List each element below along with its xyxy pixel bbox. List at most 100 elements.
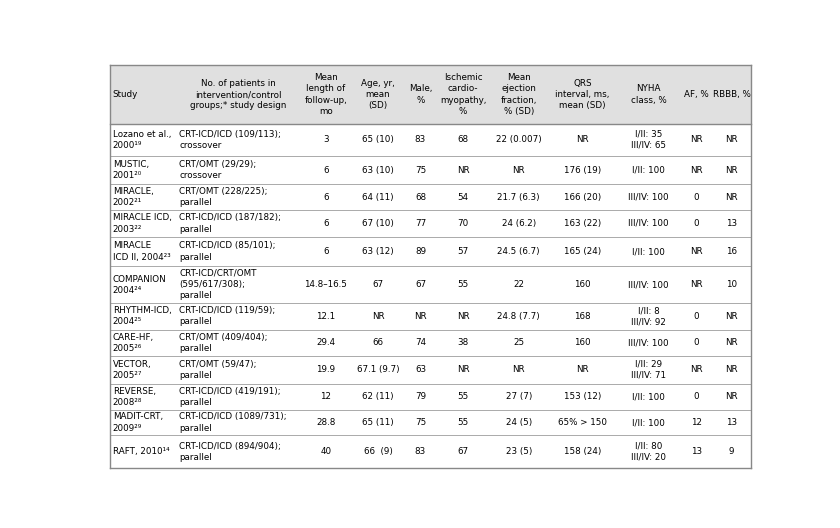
Bar — [404, 65, 437, 124]
Text: 0: 0 — [694, 219, 699, 228]
Text: 40: 40 — [320, 447, 331, 456]
Bar — [680, 184, 712, 210]
Text: NR: NR — [725, 135, 738, 144]
Bar — [617, 65, 680, 124]
Text: 67: 67 — [372, 280, 384, 289]
Text: NR: NR — [576, 365, 589, 374]
Text: I/II: 100: I/II: 100 — [633, 166, 665, 175]
Text: 166 (20): 166 (20) — [564, 193, 601, 202]
Bar — [352, 266, 404, 303]
Text: NR: NR — [725, 392, 738, 401]
Bar — [300, 65, 352, 124]
Text: 38: 38 — [458, 338, 469, 347]
Bar — [489, 436, 549, 468]
Bar — [617, 266, 680, 303]
Text: 66: 66 — [372, 338, 383, 347]
Text: CRT/OMT (59/47);
parallel: CRT/OMT (59/47); parallel — [179, 360, 257, 380]
Text: CRT-ICD/ICD (419/191);
parallel: CRT-ICD/ICD (419/191); parallel — [179, 386, 281, 407]
Bar — [300, 266, 352, 303]
Bar — [437, 436, 489, 468]
Text: 68: 68 — [415, 193, 426, 202]
Bar — [437, 124, 489, 156]
Text: 65 (11): 65 (11) — [362, 418, 394, 427]
Bar — [680, 210, 712, 237]
Text: NYHA
class, %: NYHA class, % — [631, 84, 666, 105]
Bar — [300, 384, 352, 410]
Bar — [352, 436, 404, 468]
Bar — [437, 184, 489, 210]
Text: III/IV: 100: III/IV: 100 — [628, 338, 669, 347]
Bar — [437, 266, 489, 303]
Text: I/II: 29
III/IV: 71: I/II: 29 III/IV: 71 — [631, 360, 666, 380]
Text: CRT-ICD/ICD (1089/731);
parallel: CRT-ICD/ICD (1089/731); parallel — [179, 412, 287, 432]
Bar — [680, 156, 712, 184]
Bar — [712, 210, 751, 237]
Text: 6: 6 — [323, 193, 328, 202]
Text: CRT-ICD/ICD (894/904);
parallel: CRT-ICD/ICD (894/904); parallel — [179, 441, 281, 462]
Bar — [404, 436, 437, 468]
Bar — [437, 65, 489, 124]
Bar — [549, 124, 617, 156]
Bar — [176, 436, 300, 468]
Bar — [617, 329, 680, 355]
Text: 22: 22 — [513, 280, 524, 289]
Text: NR: NR — [725, 312, 738, 321]
Bar — [176, 237, 300, 266]
Bar — [549, 210, 617, 237]
Text: 24.8 (7.7): 24.8 (7.7) — [497, 312, 540, 321]
Bar — [176, 355, 300, 384]
Text: 19.9: 19.9 — [316, 365, 335, 374]
Bar — [437, 329, 489, 355]
Bar — [549, 184, 617, 210]
Bar — [712, 266, 751, 303]
Bar — [617, 384, 680, 410]
Text: NR: NR — [512, 166, 525, 175]
Bar — [489, 124, 549, 156]
Bar — [404, 184, 437, 210]
Bar — [712, 436, 751, 468]
Bar — [352, 355, 404, 384]
Text: Male,
%: Male, % — [409, 84, 432, 105]
Text: 24 (6.2): 24 (6.2) — [501, 219, 536, 228]
Bar — [352, 329, 404, 355]
Bar — [300, 329, 352, 355]
Text: 153 (12): 153 (12) — [564, 392, 601, 401]
Bar — [549, 65, 617, 124]
Text: Mean
length of
follow-up,
mo: Mean length of follow-up, mo — [304, 73, 347, 116]
Bar — [110, 410, 176, 436]
Text: NR: NR — [690, 166, 703, 175]
Text: 65% > 150: 65% > 150 — [558, 418, 607, 427]
Text: 66  (9): 66 (9) — [364, 447, 392, 456]
Text: RHYTHM-ICD,
2004²⁵: RHYTHM-ICD, 2004²⁵ — [113, 306, 171, 326]
Bar — [300, 237, 352, 266]
Bar — [489, 266, 549, 303]
Bar — [680, 266, 712, 303]
Bar — [712, 184, 751, 210]
Text: NR: NR — [690, 247, 703, 256]
Bar — [549, 355, 617, 384]
Bar — [680, 355, 712, 384]
Bar — [176, 184, 300, 210]
Bar — [110, 124, 176, 156]
Text: 63 (10): 63 (10) — [362, 166, 394, 175]
Text: 28.8: 28.8 — [316, 418, 335, 427]
Text: 68: 68 — [458, 135, 469, 144]
Bar — [617, 436, 680, 468]
Bar — [176, 65, 300, 124]
Text: MADIT-CRT,
2009²⁹: MADIT-CRT, 2009²⁹ — [113, 412, 163, 432]
Bar — [489, 65, 549, 124]
Bar — [617, 355, 680, 384]
Bar — [549, 384, 617, 410]
Text: COMPANION
2004²⁴: COMPANION 2004²⁴ — [113, 275, 166, 295]
Bar — [404, 355, 437, 384]
Text: 75: 75 — [415, 418, 426, 427]
Bar — [404, 266, 437, 303]
Text: Ischemic
cardio-
myopathy,
%: Ischemic cardio- myopathy, % — [440, 73, 486, 116]
Text: I/II: 100: I/II: 100 — [633, 247, 665, 256]
Text: 29.4: 29.4 — [316, 338, 335, 347]
Bar — [352, 237, 404, 266]
Text: NR: NR — [690, 135, 703, 144]
Text: 75: 75 — [415, 166, 426, 175]
Text: 14.8–16.5: 14.8–16.5 — [304, 280, 347, 289]
Text: I/II: 35
III/IV: 65: I/II: 35 III/IV: 65 — [631, 130, 666, 150]
